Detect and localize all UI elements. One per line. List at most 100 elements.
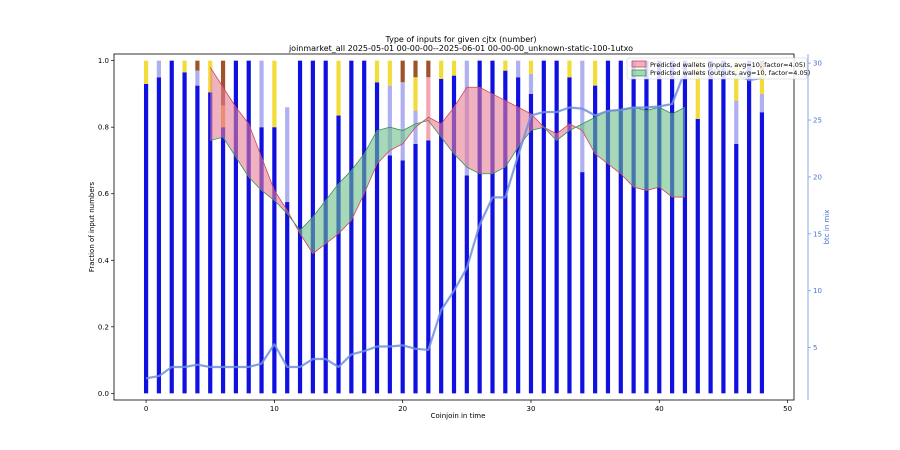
bar-38-segment-0 (631, 60, 636, 394)
bar-33-segment-0 (567, 77, 572, 394)
predicted-area-segment-2 (235, 107, 249, 178)
bar-21-segment-3 (413, 60, 418, 78)
chart-subtitle: joinmarket_all 2025-05-01 00-00-00--2025… (288, 44, 633, 53)
bar-10-segment-1 (272, 60, 277, 128)
bar-20-segment-2 (400, 60, 405, 83)
bar-44-segment-0 (708, 60, 713, 394)
bar-48-segment-2 (759, 70, 765, 94)
bar-17-segment-0 (362, 60, 367, 394)
bar-8-segment-0 (246, 60, 251, 394)
predicted-area-segment-33 (633, 107, 647, 191)
predicted-area-segment-0 (210, 67, 224, 141)
bar-20-segment-0 (400, 160, 405, 394)
y2-tick-label-0: 5 (813, 344, 817, 352)
bar-7-segment-0 (233, 60, 238, 394)
legend-label-outputs: Predicted wallets (outputs, avg=10, fact… (650, 69, 810, 77)
x-tick-label-5: 50 (783, 405, 792, 413)
bar-23-segment-0 (439, 78, 444, 394)
bar-29-segment-0 (516, 77, 521, 394)
bar-24-segment-1 (451, 60, 457, 76)
y-axis-title: Fraction of input numbers (88, 181, 96, 272)
x-axis: 0 10 20 30 40 50 (144, 400, 792, 413)
bar-35-segment-1 (593, 60, 598, 86)
x-tick-label-1: 10 (270, 405, 279, 413)
y2-tick-label-1: 10 (813, 287, 822, 295)
bar-12-segment-0 (297, 60, 303, 394)
bar-22-segment-0 (426, 140, 431, 394)
y-tick-label-0: 0.0 (98, 390, 109, 398)
bar-24-segment-0 (451, 75, 457, 394)
bar-0-segment-1 (143, 60, 149, 84)
bar-30-segment-2 (528, 60, 534, 74)
bar-22-segment-1 (426, 77, 431, 141)
predicted-area-segment-25 (530, 113, 544, 131)
bar-34-segment-1 (580, 60, 585, 173)
bar-33-segment-1 (567, 60, 572, 78)
bar-28-segment-1 (503, 60, 508, 71)
predicted-area-segment-36 (672, 107, 685, 198)
bar-28-segment-0 (503, 70, 508, 394)
bar-19-segment-2 (387, 60, 392, 86)
bar-1-segment-1 (156, 60, 162, 78)
btc-in-mix-series (145, 66, 763, 380)
stacked-bars (143, 60, 765, 394)
y2-tick-label-5: 30 (813, 60, 822, 68)
bar-37-segment-0 (618, 60, 623, 394)
bar-43-segment-0 (695, 118, 700, 394)
predicted-area-segment-3 (248, 123, 262, 191)
predicted-area-segment-24 (518, 107, 531, 148)
x-tick-label-4: 40 (655, 405, 664, 413)
bar-36-segment-0 (605, 60, 611, 394)
predicted-area-segment-7 (300, 217, 313, 254)
bar-6-segment-2 (220, 60, 226, 106)
bar-5-segment-0 (208, 92, 213, 394)
legend-swatch-outputs (631, 69, 647, 77)
bar-16-segment-0 (349, 60, 354, 394)
bar-48-segment-0 (759, 112, 765, 394)
predicted-area-segment-27 (556, 123, 570, 141)
bar-22-segment-2 (426, 60, 431, 78)
predicted-area-segment-13 (377, 127, 390, 164)
bar-15-segment-1 (336, 60, 341, 116)
bar-30-segment-1 (528, 73, 534, 94)
predicted-area-segment-1 (223, 87, 236, 158)
predicted-area-segment-5 (274, 190, 288, 214)
x-tick-label-0: 0 (144, 405, 148, 413)
predicted-area-segment-18 (441, 107, 454, 154)
bar-4-segment-1 (195, 70, 200, 86)
y-tick-label-3: 0.6 (98, 190, 110, 198)
bar-0-segment-0 (143, 83, 149, 394)
predicted-area-segment-23 (505, 100, 519, 168)
bar-18-segment-0 (374, 82, 380, 394)
bar-1-segment-0 (156, 77, 162, 394)
bar-6-segment-0 (220, 127, 226, 394)
predicted-area-segment-10 (338, 170, 352, 234)
btc-in-mix-line (145, 66, 763, 380)
predicted-area-segment-28 (569, 123, 576, 131)
bar-31-segment-0 (541, 60, 546, 394)
y2-tick-label-3: 20 (813, 173, 822, 181)
y-tick-label-5: 1.0 (98, 57, 109, 65)
bar-35-segment-0 (593, 85, 598, 394)
bar-3-segment-0 (182, 72, 187, 394)
predicted-area-segment-29 (582, 117, 596, 154)
y2-axis: 5 10 15 20 25 30 (807, 54, 822, 400)
bar-10-segment-0 (272, 127, 277, 394)
predicted-area-segment-35 (659, 107, 673, 198)
bar-32-segment-0 (554, 60, 559, 394)
bar-2-segment-0 (169, 60, 174, 394)
y-tick-label-1: 0.2 (98, 323, 109, 331)
plot-frame (113, 53, 795, 401)
bar-27-segment-0 (490, 60, 495, 394)
chart-title: Type of inputs for given cjtx (number) (384, 35, 536, 44)
legend: Predicted wallets (inputs, avg=10, facto… (626, 57, 810, 80)
bar-11-segment-0 (285, 202, 290, 394)
legend-swatch-inputs (631, 60, 647, 68)
predicted-area-segment-31 (607, 110, 621, 174)
bar-20-segment-1 (400, 82, 405, 161)
predicted-area-segment-32 (620, 107, 634, 188)
bar-19-segment-1 (387, 85, 392, 156)
predicted-area-segment-22 (492, 93, 506, 174)
y2-axis-title: btc in mix (823, 210, 831, 245)
